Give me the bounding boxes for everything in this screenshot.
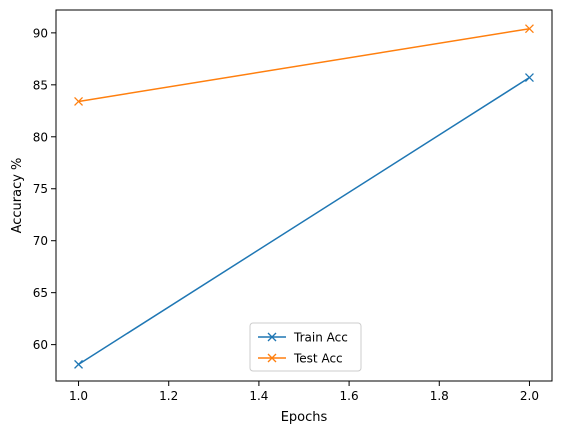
marker-stroke — [74, 96, 84, 106]
x-tick-label: 1.2 — [159, 389, 178, 403]
marker-stroke — [267, 332, 277, 342]
y-tick-label: 70 — [33, 234, 48, 248]
y-tick-label: 65 — [33, 286, 48, 300]
marker-stroke — [524, 73, 534, 83]
data-point-train-acc — [74, 359, 84, 369]
series-line-test-acc — [78, 27, 530, 103]
legend: Train Acc Test Acc — [249, 322, 362, 372]
y-tick-label: 90 — [33, 26, 48, 40]
x-tick-label: 1.0 — [69, 389, 88, 403]
series-line-train-acc — [78, 76, 530, 366]
axis-ticks: 1.0 1.2 1.4 1.6 1.8 2.0 60 65 70 75 80 85 90 — [33, 26, 539, 403]
legend-marker — [267, 353, 277, 363]
marker-stroke — [267, 353, 277, 363]
y-axis-label: Accuracy % — [10, 158, 25, 234]
y-tick-label: 60 — [33, 338, 48, 352]
x-axis-label: Epochs — [281, 410, 328, 425]
marker-stroke — [74, 359, 84, 369]
x-tick-label: 2.0 — [520, 389, 539, 403]
legend-entry: Train Acc — [258, 331, 348, 345]
legend-box — [249, 322, 362, 372]
legend-entry: Test Acc — [258, 352, 343, 366]
x-tick-label: 1.4 — [249, 389, 268, 403]
marker-stroke — [524, 24, 534, 34]
series-train-acc — [74, 73, 534, 369]
legend-label: Train Acc — [293, 331, 348, 345]
data-point-test-acc — [74, 96, 84, 106]
series-layer — [74, 24, 534, 369]
legend-label: Test Acc — [293, 352, 343, 366]
axes-frame — [55, 9, 553, 382]
legend-marker — [267, 332, 277, 342]
x-tick-label: 1.8 — [430, 389, 449, 403]
y-tick-label: 85 — [33, 78, 48, 92]
series-test-acc — [74, 24, 534, 106]
data-point-test-acc — [524, 24, 534, 34]
y-tick-label: 75 — [33, 182, 48, 196]
data-point-train-acc — [524, 73, 534, 83]
y-tick-label: 80 — [33, 130, 48, 144]
x-tick-label: 1.6 — [340, 389, 359, 403]
